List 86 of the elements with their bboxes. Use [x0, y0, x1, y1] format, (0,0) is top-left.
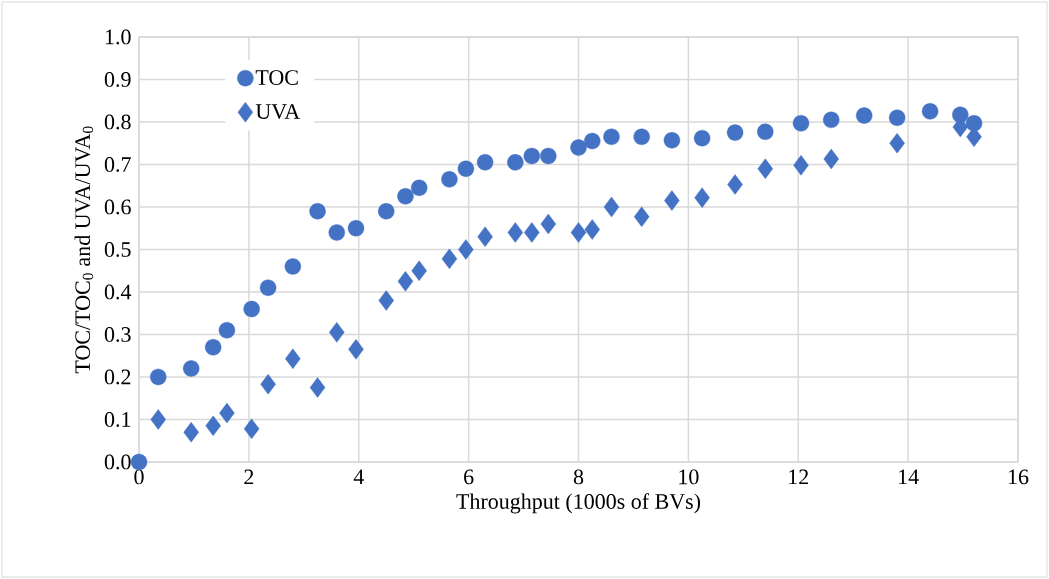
x-tick-label: 0 — [134, 469, 144, 485]
point — [793, 155, 809, 176]
y-tick-label: 0.0 — [104, 454, 131, 470]
y-tick-label: 0.5 — [104, 242, 131, 257]
point — [584, 132, 601, 150]
point — [260, 374, 276, 395]
point — [329, 322, 345, 343]
point — [205, 415, 221, 437]
point — [347, 220, 365, 237]
point — [183, 360, 200, 377]
point — [603, 196, 620, 218]
point — [410, 179, 428, 197]
point — [570, 222, 587, 243]
point — [441, 248, 458, 270]
point — [507, 154, 524, 171]
point — [457, 160, 475, 177]
x-tick-label: 8 — [573, 469, 584, 485]
point — [570, 139, 587, 156]
point — [664, 190, 680, 211]
y-tick-label: 1.0 — [105, 29, 131, 45]
y-tick-label: 0.4 — [104, 284, 132, 300]
point — [243, 418, 260, 440]
point — [693, 129, 711, 147]
x-axis-title: Throughput (1000s of BVs) — [456, 493, 701, 514]
point — [218, 322, 236, 339]
y-tick-label: 0.3 — [104, 327, 131, 342]
point — [348, 339, 364, 360]
x-tick-label: 12 — [789, 469, 809, 485]
point — [219, 402, 235, 424]
point — [507, 222, 524, 243]
point — [150, 368, 167, 386]
point — [243, 300, 260, 318]
point — [204, 339, 222, 356]
point — [411, 260, 427, 281]
y-tick-label: 0.7 — [104, 157, 131, 172]
point — [663, 132, 681, 149]
point — [284, 258, 302, 275]
x-tick-label: 10 — [679, 469, 699, 485]
point — [633, 206, 650, 227]
point — [727, 174, 743, 195]
x-tick-label: 2 — [244, 469, 254, 485]
point — [888, 109, 906, 126]
point — [540, 213, 556, 235]
point — [823, 148, 839, 170]
point — [378, 203, 395, 220]
x-tick-label: 16 — [1008, 469, 1029, 485]
point — [523, 147, 541, 165]
point — [477, 226, 493, 247]
x-tick-label: 4 — [353, 469, 364, 484]
point — [378, 290, 394, 311]
y-tick-label: 0.9 — [104, 72, 131, 87]
point — [476, 154, 494, 171]
point — [458, 239, 474, 260]
point — [633, 128, 650, 146]
x-tick-label: 14 — [899, 469, 919, 485]
point — [757, 158, 773, 179]
point — [855, 107, 873, 124]
point — [584, 219, 600, 240]
point — [726, 124, 744, 141]
point — [694, 187, 710, 208]
point — [603, 128, 620, 146]
point — [889, 133, 905, 154]
point — [309, 377, 326, 398]
x-tick-label: 6 — [464, 469, 474, 485]
y-tick-label: 0.2 — [104, 369, 131, 385]
legend-label: UVA — [255, 104, 301, 120]
point — [540, 147, 557, 165]
point — [328, 224, 345, 241]
point — [441, 171, 458, 188]
point — [183, 422, 199, 443]
point — [150, 409, 166, 430]
point — [397, 271, 414, 292]
point — [524, 222, 540, 243]
y-tick-label: 0.6 — [104, 199, 131, 215]
point — [823, 111, 840, 129]
y-tick-label: 0.1 — [104, 412, 131, 427]
point — [792, 115, 810, 132]
point — [285, 348, 301, 369]
point — [259, 279, 277, 296]
legend-label: TOC — [255, 70, 298, 85]
point — [397, 188, 414, 205]
point — [921, 103, 939, 120]
point — [309, 203, 326, 220]
y-tick-label: 0.8 — [104, 114, 131, 130]
y-axis-title: TOC/TOC$_{0}$ and UVA/UVA$_{0}$ — [74, 126, 94, 374]
point — [757, 123, 774, 140]
